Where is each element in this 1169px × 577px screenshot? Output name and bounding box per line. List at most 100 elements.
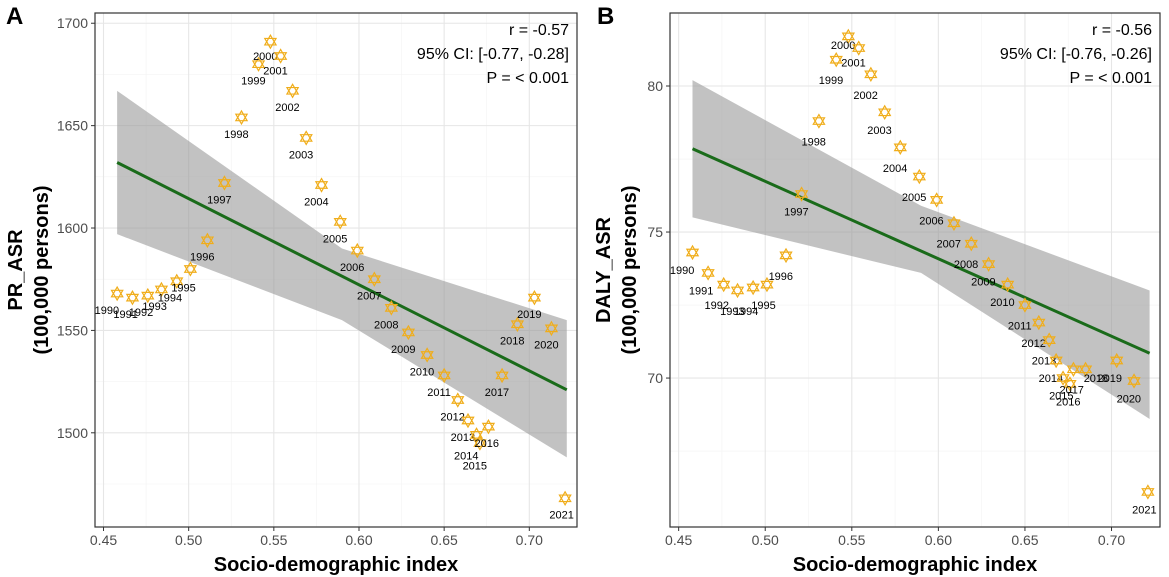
point-year-label: 2008 bbox=[374, 319, 398, 331]
data-point bbox=[527, 289, 542, 306]
point-year-label: 2001 bbox=[263, 65, 287, 77]
point-year-label: 1990 bbox=[670, 265, 694, 277]
x-tick-label: 0.50 bbox=[752, 532, 779, 548]
point-year-label: 1990 bbox=[95, 305, 119, 317]
point-year-label: 2009 bbox=[971, 277, 995, 289]
y-tick-label: 1550 bbox=[57, 322, 88, 338]
data-point bbox=[544, 320, 559, 337]
point-year-label: 2013 bbox=[451, 432, 475, 444]
point-year-label: 2021 bbox=[1132, 504, 1156, 516]
point-year-label: 1994 bbox=[734, 306, 758, 318]
point-year-label: 2004 bbox=[883, 163, 907, 175]
point-year-label: 2020 bbox=[534, 340, 558, 352]
x-axis-title: Socio-demographic index bbox=[793, 554, 1037, 576]
point-year-label: 2016 bbox=[474, 438, 498, 450]
data-point bbox=[929, 192, 944, 208]
point-year-label: 2015 bbox=[463, 461, 487, 473]
stat-annotation: r = -0.56 bbox=[1092, 22, 1152, 39]
confidence-band bbox=[117, 90, 567, 458]
x-tick-label: 0.70 bbox=[516, 532, 543, 548]
data-point bbox=[510, 316, 525, 332]
point-year-label: 2007 bbox=[357, 291, 381, 303]
point-year-label: 2003 bbox=[289, 149, 313, 161]
stat-annotation: r = -0.57 bbox=[509, 22, 569, 39]
data-point bbox=[110, 285, 124, 302]
point-year-label: 1992 bbox=[705, 300, 729, 312]
data-point bbox=[1127, 373, 1141, 389]
point-year-label: 2002 bbox=[275, 102, 299, 114]
data-point bbox=[367, 271, 381, 287]
data-point bbox=[420, 347, 434, 363]
point-year-label: 2014 bbox=[454, 450, 478, 462]
stat-annotation: P = < 0.001 bbox=[1070, 70, 1153, 87]
data-point bbox=[183, 261, 198, 277]
point-year-label: 2005 bbox=[323, 233, 347, 245]
x-tick-label: 0.65 bbox=[1011, 532, 1038, 548]
point-year-label: 2018 bbox=[500, 336, 524, 348]
data-point bbox=[451, 392, 465, 408]
y-tick-label: 80 bbox=[647, 78, 663, 94]
data-point bbox=[701, 265, 715, 281]
y-tick-label: 70 bbox=[647, 370, 663, 386]
stat-annotation: P = < 0.001 bbox=[487, 70, 570, 87]
point-year-label: 1999 bbox=[241, 76, 265, 88]
data-point bbox=[794, 186, 809, 202]
data-point bbox=[760, 276, 774, 293]
x-tick-label: 0.45 bbox=[665, 532, 692, 548]
data-point bbox=[829, 52, 843, 68]
data-point bbox=[1066, 361, 1081, 377]
point-year-label: 2011 bbox=[1008, 320, 1032, 332]
x-tick-label: 0.55 bbox=[260, 532, 287, 548]
data-point bbox=[437, 367, 451, 384]
point-year-label: 2006 bbox=[340, 262, 364, 274]
point-year-label: 1995 bbox=[751, 300, 775, 312]
data-point bbox=[1042, 332, 1056, 348]
data-point bbox=[273, 48, 288, 64]
data-point bbox=[285, 83, 300, 99]
x-tick-label: 0.70 bbox=[1098, 532, 1125, 548]
data-point bbox=[401, 324, 416, 341]
data-point bbox=[779, 247, 793, 264]
x-tick-label: 0.65 bbox=[431, 532, 458, 548]
point-year-label: 1991 bbox=[689, 285, 713, 297]
data-point bbox=[154, 281, 169, 298]
data-point bbox=[964, 236, 978, 252]
point-year-label: 2002 bbox=[853, 90, 877, 102]
point-year-label: 2017 bbox=[485, 387, 509, 399]
point-year-label: 2020 bbox=[1117, 394, 1141, 406]
y-axis-title: DALY_ASR bbox=[593, 216, 615, 323]
point-year-label: 2003 bbox=[867, 125, 891, 137]
y-axis-subtitle: (100,000 persons) bbox=[619, 186, 641, 355]
stat-annotation: 95% CI: [-0.77, -0.28] bbox=[417, 46, 569, 63]
regression-line bbox=[116, 161, 568, 392]
data-point bbox=[473, 435, 487, 451]
data-point bbox=[217, 175, 232, 191]
point-year-label: 2012 bbox=[1021, 338, 1045, 350]
plot-border bbox=[669, 12, 1161, 528]
data-point bbox=[1049, 352, 1063, 369]
x-axis-title: Socio-demographic index bbox=[214, 554, 458, 576]
regression-line bbox=[691, 147, 1151, 355]
x-tick-label: 0.60 bbox=[345, 532, 372, 548]
data-point bbox=[481, 418, 496, 435]
point-year-label: 2004 bbox=[304, 196, 328, 208]
point-year-label: 2015 bbox=[1049, 391, 1073, 403]
data-point bbox=[170, 273, 184, 289]
point-year-label: 1997 bbox=[207, 194, 231, 206]
data-point bbox=[1032, 314, 1046, 331]
data-point bbox=[852, 40, 866, 56]
point-year-label: 2011 bbox=[427, 387, 451, 399]
point-year-label: 2010 bbox=[990, 297, 1014, 309]
point-year-label: 2006 bbox=[919, 215, 943, 227]
point-year-label: 2010 bbox=[410, 366, 434, 378]
data-point bbox=[912, 168, 926, 185]
data-point bbox=[1063, 376, 1077, 392]
data-point bbox=[685, 244, 700, 261]
data-point bbox=[730, 282, 745, 299]
data-point bbox=[893, 139, 907, 156]
point-year-label: 1993 bbox=[720, 306, 744, 318]
panel-label: B bbox=[597, 3, 614, 30]
data-point bbox=[1056, 370, 1070, 386]
data-point bbox=[878, 104, 892, 120]
